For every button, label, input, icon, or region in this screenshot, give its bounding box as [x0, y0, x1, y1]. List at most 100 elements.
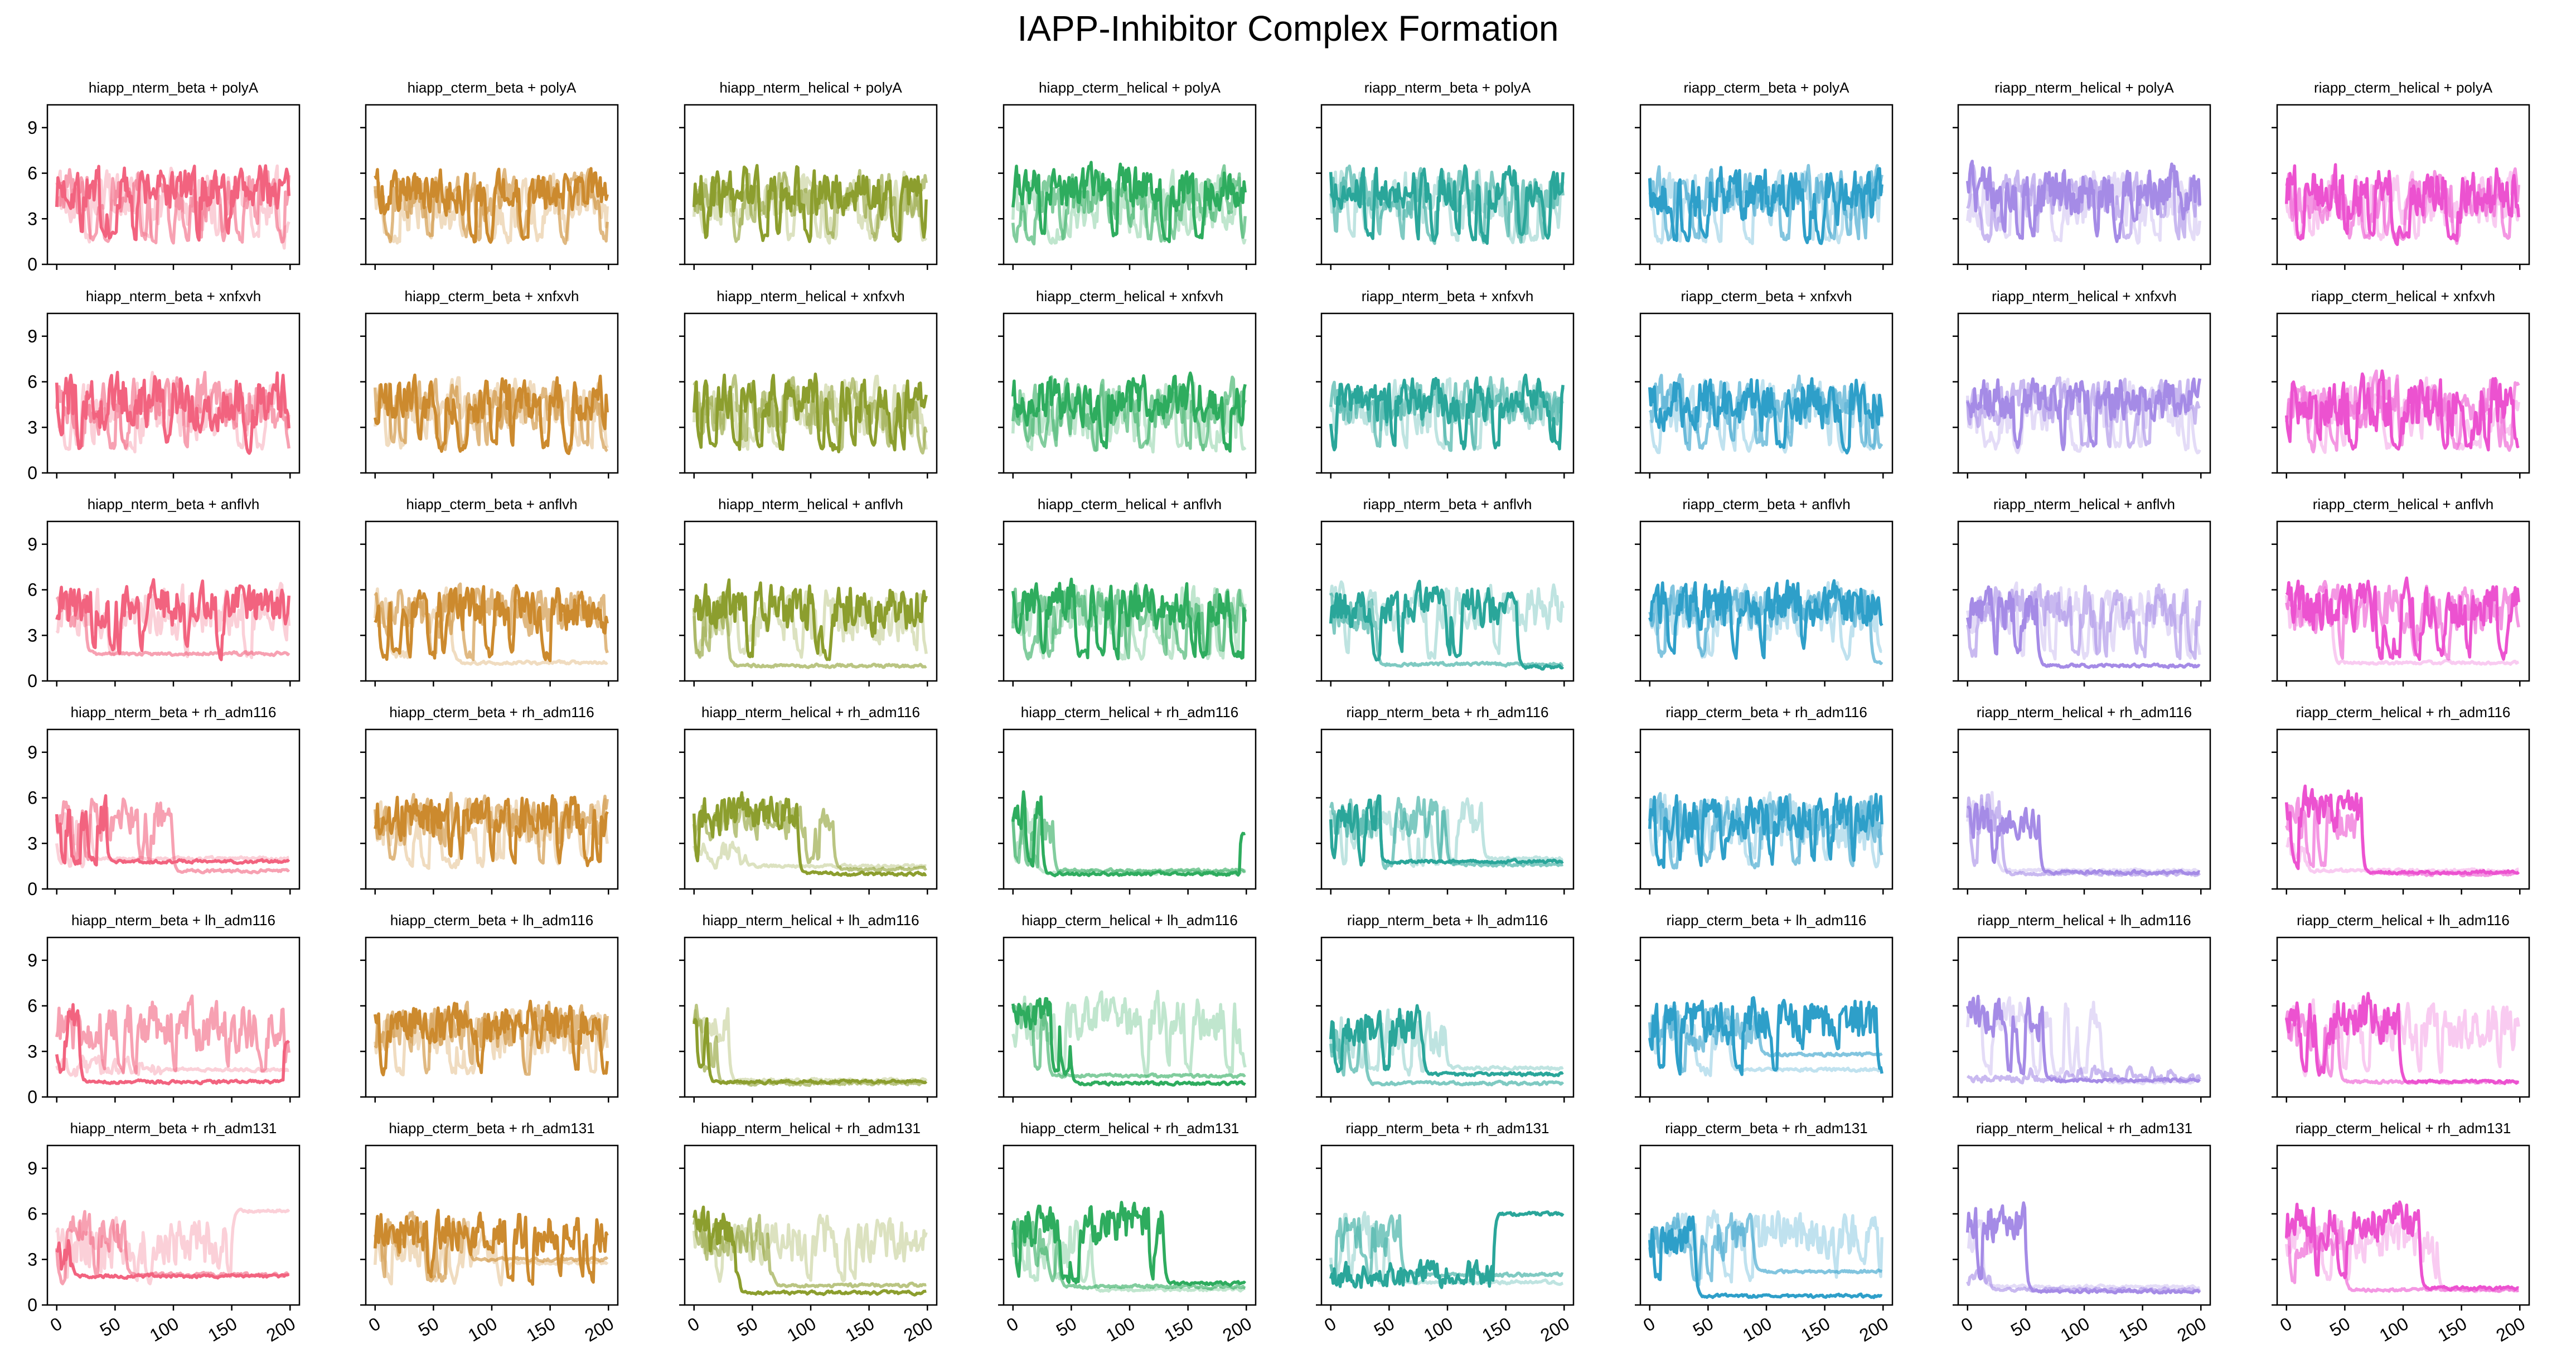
panel-title: hiapp_cterm_beta + polyA — [408, 79, 577, 96]
panel-r3-c7: riapp_cterm_helical + rh_adm116 — [2272, 704, 2530, 895]
panel-title: riapp_cterm_helical + anflvh — [2313, 496, 2493, 513]
panel-title: riapp_nterm_beta + rh_adm131 — [1346, 1120, 1550, 1137]
panel-title: hiapp_cterm_beta + xnfxvh — [405, 288, 579, 304]
series-line-1 — [693, 374, 928, 455]
series-line-0 — [1648, 579, 1883, 660]
x-tick-label: 50 — [2326, 1313, 2354, 1341]
series-line-0 — [1329, 164, 1565, 245]
panel-r2-c0: hiapp_nterm_beta + anflvh 0 3 6 9 — [27, 496, 301, 691]
x-tick-label: 100 — [464, 1313, 500, 1346]
x-tick-label: 0 — [1958, 1313, 1976, 1336]
series-line-1 — [1648, 373, 1883, 451]
panel-r0-c6: riapp_nterm_helical + polyA — [1953, 79, 2211, 270]
panel-title: riapp_nterm_helical + lh_adm116 — [1977, 912, 2191, 929]
panel-r1-c2: hiapp_nterm_helical + xnfxvh — [679, 288, 938, 478]
x-tick-label: 150 — [523, 1313, 559, 1346]
series-line-2 — [1329, 1008, 1564, 1077]
x-tick-label: 150 — [2115, 1313, 2151, 1346]
series-line-0 — [55, 370, 290, 455]
panel-r5-c5: riapp_cterm_beta + rh_adm131 0 50 100 150 200 — [1635, 1120, 1894, 1346]
panel-r1-c6: riapp_nterm_helical + xnfxvh — [1953, 288, 2211, 478]
series-line-0 — [1648, 377, 1883, 455]
panel-r5-c1: hiapp_cterm_beta + rh_adm131 0 50 100 150 200 — [360, 1120, 619, 1346]
panel-r0-c5: riapp_cterm_beta + polyA — [1635, 79, 1894, 270]
x-tick-label: 50 — [96, 1313, 124, 1341]
x-tick-label: 0 — [1003, 1313, 1021, 1336]
series-line-0 — [693, 578, 928, 661]
panel-title: riapp_cterm_beta + polyA — [1683, 79, 1849, 96]
series-line-1 — [1011, 1002, 1246, 1079]
figure-title: IAPP-Inhibitor Complex Formation — [1017, 8, 1559, 49]
y-tick-label: 9 — [27, 534, 37, 554]
panel-title: hiapp_cterm_helical + lh_adm116 — [1021, 912, 1238, 929]
panel-r2-c1: hiapp_cterm_beta + anflvh — [360, 496, 619, 687]
y-tick-label: 6 — [27, 788, 37, 808]
series-line-2 — [692, 1007, 928, 1084]
series-line-0 — [1329, 373, 1565, 452]
panel-r4-c1: hiapp_cterm_beta + lh_adm116 — [360, 912, 619, 1103]
x-tick-label: 0 — [2277, 1313, 2295, 1336]
panel-r0-c0: hiapp_nterm_beta + polyA 0 3 6 9 — [27, 79, 301, 274]
series-line-0 — [692, 373, 928, 453]
series-line-1 — [55, 168, 290, 245]
series-line-0 — [692, 791, 927, 877]
series-line-0 — [374, 167, 609, 244]
y-tick-label: 3 — [27, 1249, 37, 1269]
series-line-1 — [1648, 1212, 1882, 1287]
series-line-1 — [692, 595, 927, 669]
panel-frame — [46, 728, 301, 890]
series-line-2 — [55, 1054, 289, 1077]
panel-title: riapp_nterm_beta + polyA — [1364, 79, 1531, 96]
panel-title: riapp_nterm_beta + xnfxvh — [1362, 288, 1534, 304]
panel-r4-c2: hiapp_nterm_helical + lh_adm116 — [679, 912, 938, 1103]
panel-r5-c0: hiapp_nterm_beta + rh_adm131 0 3 6 9 0 50 100 15… — [27, 1120, 301, 1346]
series-line-0 — [1966, 803, 2200, 876]
y-tick-label: 0 — [27, 254, 37, 274]
series-line-0 — [374, 373, 609, 455]
series-line-0 — [373, 999, 609, 1077]
x-tick-label: 150 — [2434, 1313, 2470, 1346]
x-tick-label: 50 — [415, 1313, 442, 1341]
y-tick-label: 6 — [27, 1204, 37, 1224]
series-line-1 — [1648, 1007, 1883, 1074]
y-tick-label: 3 — [27, 625, 37, 645]
y-tick-label: 9 — [27, 1158, 37, 1178]
panel-title: hiapp_cterm_beta + anflvh — [406, 496, 577, 513]
panel-title: hiapp_nterm_beta + rh_adm116 — [71, 704, 277, 721]
y-tick-label: 3 — [27, 209, 37, 229]
x-tick-label: 200 — [1537, 1313, 1573, 1346]
panel-r3-c2: hiapp_nterm_helical + rh_adm116 — [679, 704, 938, 895]
panel-title: hiapp_cterm_beta + lh_adm116 — [390, 912, 594, 929]
panel-title: hiapp_nterm_helical + lh_adm116 — [702, 912, 919, 929]
x-tick-label: 50 — [1053, 1313, 1080, 1341]
panel-title: riapp_cterm_helical + lh_adm116 — [2297, 912, 2510, 929]
series-line-0 — [55, 1003, 290, 1086]
panel-r1-c4: riapp_nterm_beta + xnfxvh — [1316, 288, 1575, 478]
panel-r0-c7: riapp_cterm_helical + polyA — [2272, 79, 2530, 270]
series-line-1 — [1965, 793, 2201, 878]
panel-title: hiapp_cterm_beta + rh_adm116 — [389, 704, 594, 721]
panel-r5-c4: riapp_nterm_beta + rh_adm131 0 50 100 150 200 — [1316, 1120, 1575, 1346]
series-line-0 — [1648, 166, 1883, 245]
series-line-0 — [1966, 377, 2201, 451]
series-line-0 — [693, 1017, 927, 1086]
panel-r1-c1: hiapp_cterm_beta + xnfxvh — [360, 288, 619, 478]
series-line-0 — [1648, 792, 1883, 869]
y-tick-label: 3 — [27, 417, 37, 437]
series-line-0 — [1965, 159, 2201, 243]
panel-r3-c6: riapp_nterm_helical + rh_adm116 — [1953, 704, 2211, 895]
panel-r4-c4: riapp_nterm_beta + lh_adm116 — [1316, 912, 1575, 1103]
series-line-1 — [1011, 811, 1246, 874]
series-line-0 — [2284, 163, 2520, 246]
y-tick-label: 9 — [27, 950, 37, 970]
series-line-1 — [55, 994, 290, 1075]
y-tick-label: 0 — [27, 463, 37, 483]
series-line-2 — [693, 840, 927, 870]
x-tick-label: 100 — [1102, 1313, 1138, 1346]
series-line-1 — [373, 791, 609, 865]
panel-r4-c3: hiapp_cterm_helical + lh_adm116 — [998, 912, 1257, 1103]
series-line-0 — [2284, 369, 2520, 452]
series-line-0 — [1965, 585, 2201, 669]
panel-r2-c3: hiapp_cterm_helical + anflvh — [998, 496, 1257, 687]
panel-title: riapp_nterm_beta + anflvh — [1363, 496, 1532, 513]
